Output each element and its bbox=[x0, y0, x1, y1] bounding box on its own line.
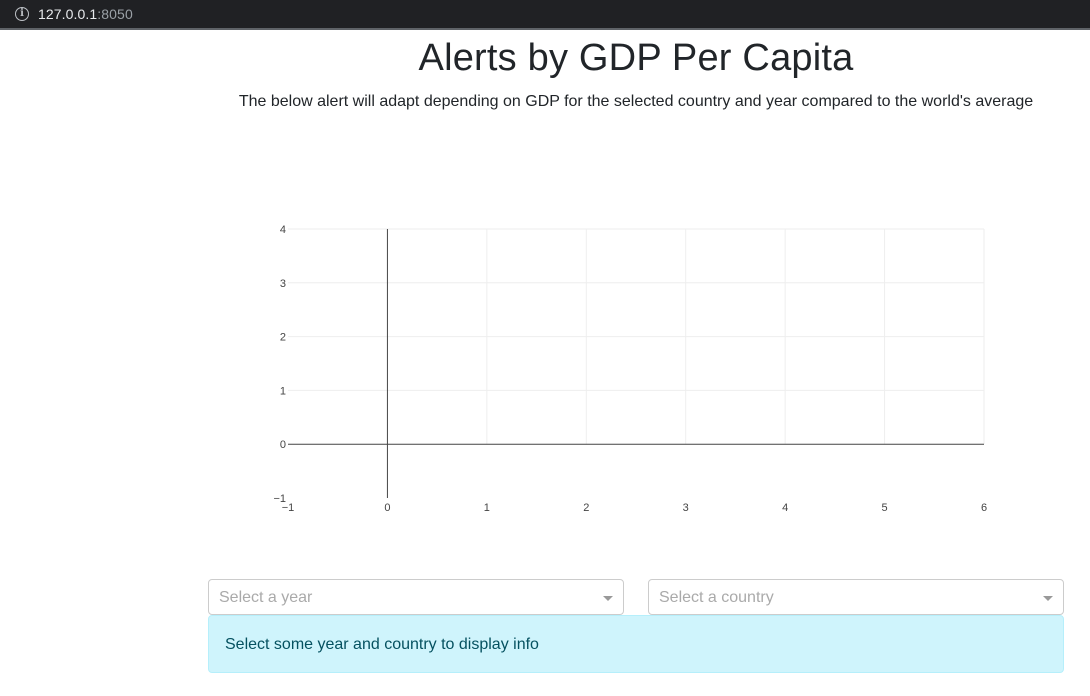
y-tick-label: 4 bbox=[280, 224, 286, 236]
chart-grid bbox=[288, 228, 985, 444]
x-tick-label: 0 bbox=[384, 502, 390, 514]
year-select-placeholder: Select a year bbox=[219, 589, 313, 606]
gdp-chart: −1 0 1 2 3 4 5 6 −1 0 1 2 3 4 bbox=[273, 224, 987, 514]
country-select-placeholder: Select a country bbox=[659, 589, 774, 606]
browser-address-bar[interactable]: i 127.0.0.1:8050 bbox=[0, 0, 1090, 30]
year-select[interactable]: Select a year bbox=[208, 579, 624, 615]
y-tick-label: 2 bbox=[280, 332, 286, 344]
address-url[interactable]: 127.0.0.1:8050 bbox=[38, 6, 133, 22]
chevron-down-icon[interactable] bbox=[1043, 596, 1053, 601]
gdp-alert: Select some year and country to display … bbox=[208, 615, 1064, 673]
x-tick-label: 1 bbox=[484, 502, 490, 514]
y-tick-label: −1 bbox=[273, 493, 286, 505]
chevron-down-icon[interactable] bbox=[603, 596, 613, 601]
x-axis-ticks: −1 0 1 2 3 4 5 6 bbox=[282, 502, 987, 514]
y-axis-ticks: −1 0 1 2 3 4 bbox=[273, 224, 286, 505]
x-tick-label: 3 bbox=[683, 502, 689, 514]
y-tick-label: 3 bbox=[280, 278, 286, 290]
page-title: Alerts by GDP Per Capita bbox=[418, 37, 854, 79]
info-icon[interactable]: i bbox=[15, 7, 29, 21]
y-tick-label: 0 bbox=[280, 439, 286, 451]
x-tick-label: 6 bbox=[981, 502, 987, 514]
chart-zero-lines bbox=[288, 229, 984, 498]
page-subtitle: The below alert will adapt depending on … bbox=[238, 93, 1034, 110]
alert-message: Select some year and country to display … bbox=[225, 636, 539, 653]
x-tick-label: −1 bbox=[282, 502, 295, 514]
x-tick-label: 5 bbox=[882, 502, 888, 514]
x-tick-label: 2 bbox=[583, 502, 589, 514]
country-select[interactable]: Select a country bbox=[648, 579, 1064, 615]
x-tick-label: 4 bbox=[782, 502, 788, 514]
url-host: 127.0.0.1 bbox=[38, 6, 98, 22]
url-port: :8050 bbox=[97, 6, 133, 22]
y-tick-label: 1 bbox=[280, 385, 286, 397]
